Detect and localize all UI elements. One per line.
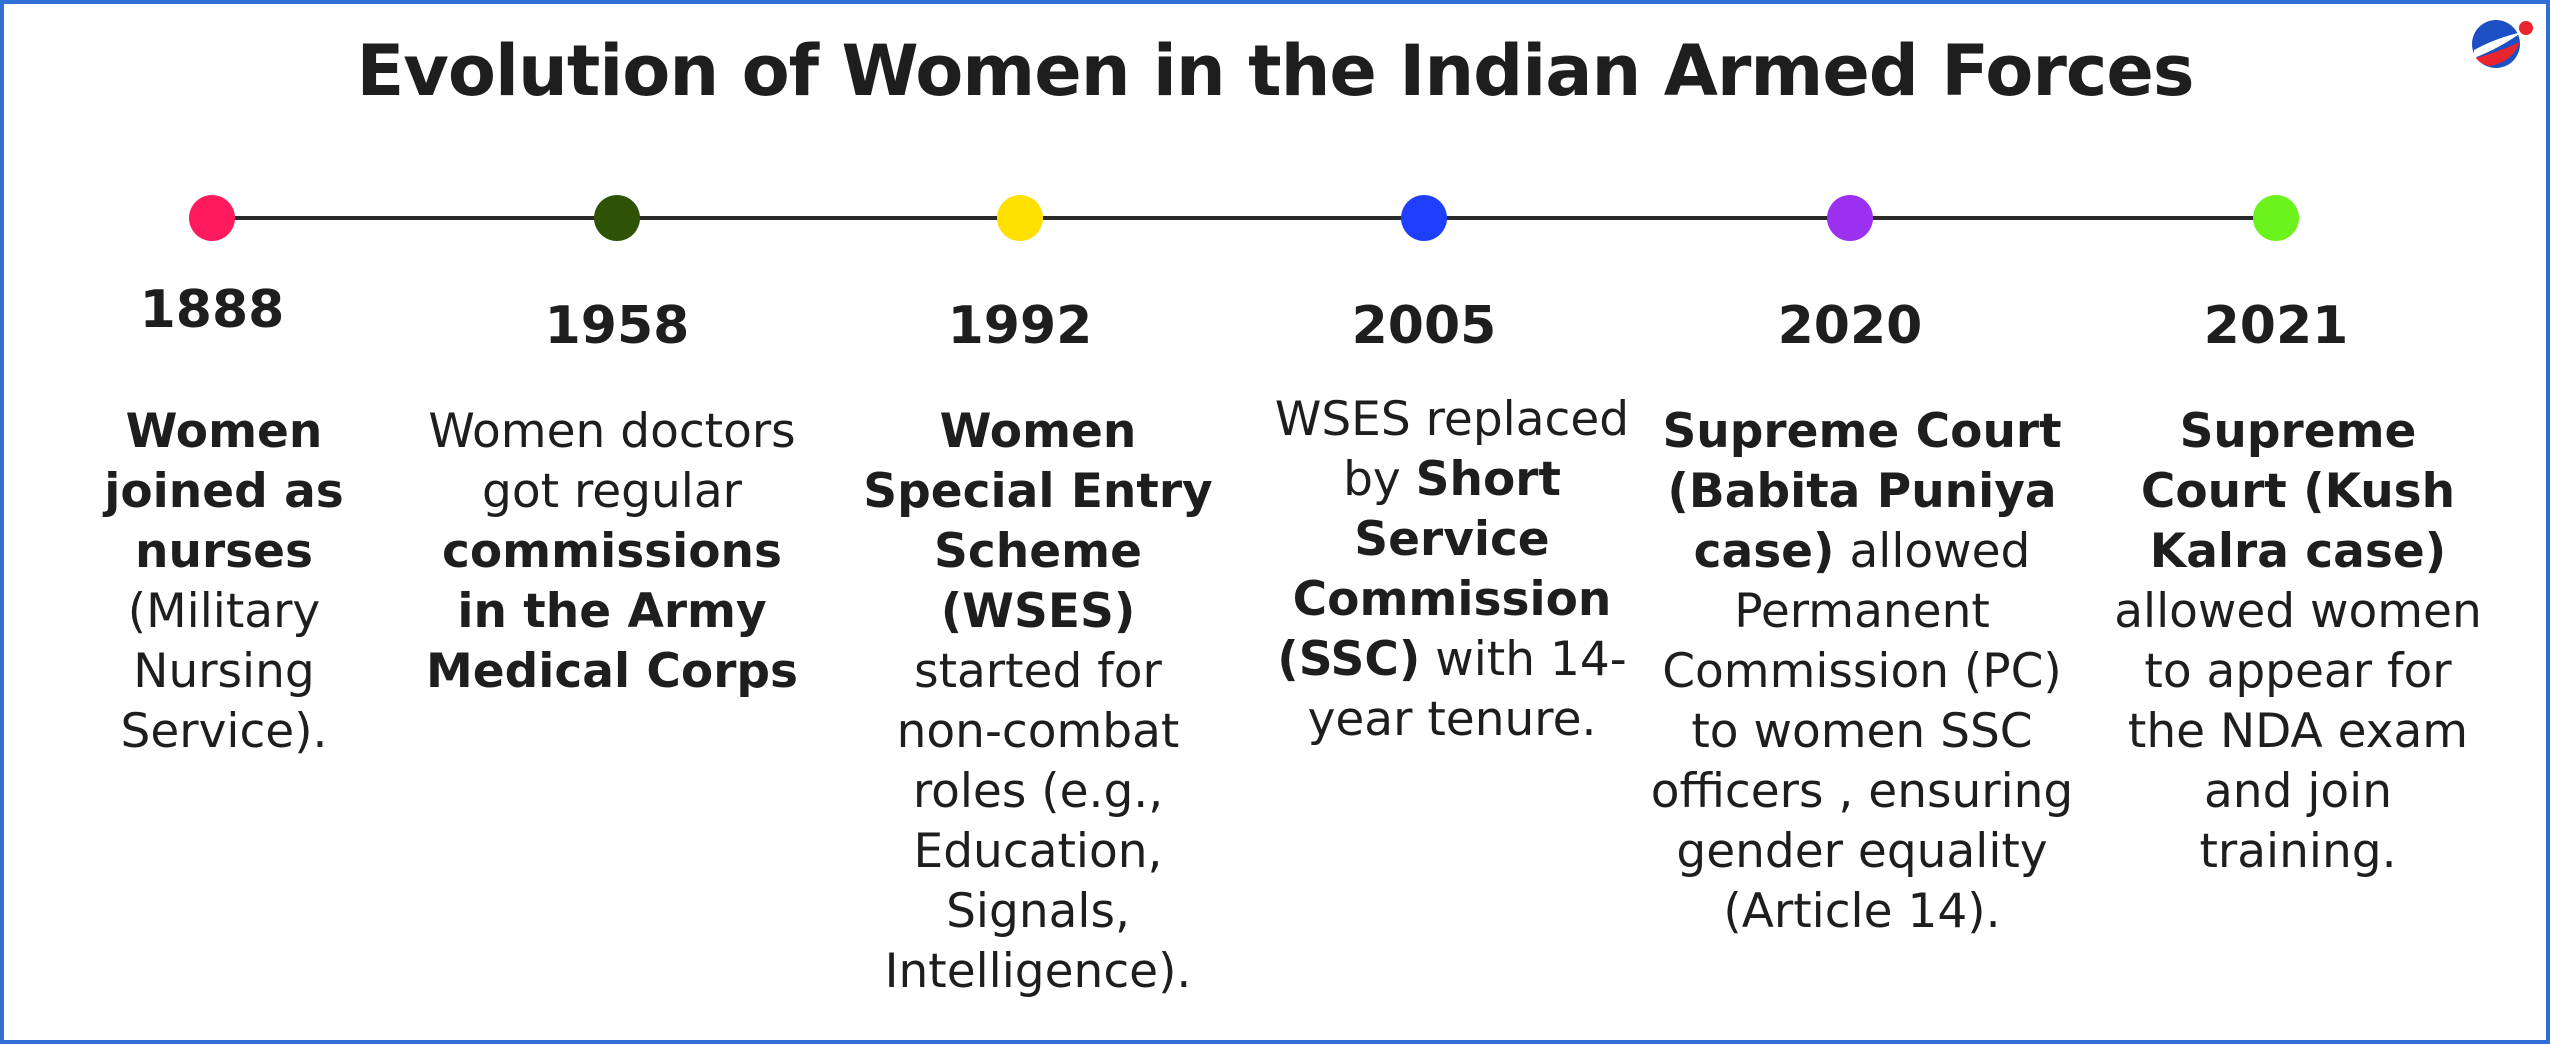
- event-text: Women doctors got regular: [428, 404, 796, 519]
- event-text: started for non-combat roles (e.g., Educ…: [884, 644, 1192, 999]
- timeline-dot: [1401, 195, 1447, 241]
- event-description: Women doctors got regular commissions in…: [417, 402, 807, 702]
- event-text: allowed Permanent Commission (PC) to wom…: [1650, 524, 2074, 939]
- event-text: WSES replaced by: [1274, 392, 1630, 507]
- timeline-dot: [594, 195, 640, 241]
- event-text-bold: Supreme Court (Kush Kalra case): [2140, 404, 2456, 579]
- timeline-dot: [997, 195, 1043, 241]
- event-year: 2005: [1351, 296, 1497, 356]
- event-description: Women joined as nurses (Military Nursing…: [59, 402, 389, 762]
- event-text-bold: commissions in the Army Medical Corps: [425, 524, 799, 699]
- event-description: Supreme Court (Kush Kalra case) allowed …: [2108, 402, 2488, 882]
- event-text: allowed women to appear for the NDA exam…: [2114, 584, 2482, 879]
- event-text: (Military Nursing Service).: [120, 584, 328, 759]
- diagram-title: Evolution of Women in the Indian Armed F…: [356, 30, 2194, 112]
- timeline-line: [212, 216, 2276, 220]
- event-year: 1888: [139, 280, 285, 340]
- event-description: Supreme Court (Babita Puniya case) allow…: [1642, 402, 2082, 942]
- event-year: 2021: [2203, 296, 2349, 356]
- timeline-dot: [189, 195, 235, 241]
- event-description: Women Special Entry Scheme (WSES) starte…: [858, 402, 1218, 1002]
- event-year: 1992: [947, 296, 1093, 356]
- event-text: with 14-year tenure.: [1307, 632, 1627, 747]
- event-text-bold: Women joined as nurses: [104, 404, 344, 579]
- event-year: 1958: [544, 296, 690, 356]
- timeline-dot: [2253, 195, 2299, 241]
- event-text-bold: Short Service Commission (SSC): [1277, 452, 1612, 687]
- event-description: WSES replaced by Short Service Commissio…: [1272, 390, 1632, 750]
- event-year: 2020: [1777, 296, 1923, 356]
- timeline-dot: [1827, 195, 1873, 241]
- event-text-bold: Women Special Entry Scheme (WSES): [863, 404, 1213, 639]
- brand-globe-icon: [2472, 20, 2533, 68]
- event-text-bold: Supreme Court (Babita Puniya case): [1662, 404, 2062, 579]
